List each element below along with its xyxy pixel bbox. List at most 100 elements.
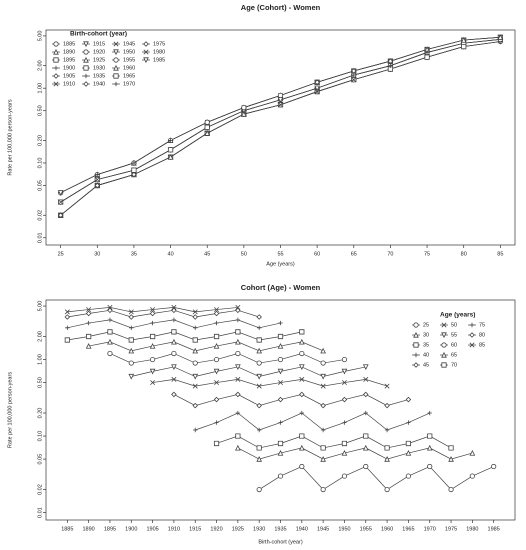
x-tick-label: 60 <box>314 251 320 257</box>
point <box>192 373 199 380</box>
point <box>129 325 134 330</box>
point <box>235 444 241 451</box>
series-line <box>170 41 501 158</box>
x-axis-label: Age (years) <box>266 261 295 267</box>
point <box>384 427 390 433</box>
legend-label: 65 <box>451 352 457 358</box>
point <box>298 444 305 451</box>
point <box>363 391 369 398</box>
y-tick-label: 0.01 <box>37 507 43 518</box>
chart-title: Age (Cohort) - Women <box>241 3 321 12</box>
x-tick-label: 1885 <box>61 526 73 532</box>
point <box>405 473 412 479</box>
point <box>235 410 241 416</box>
point <box>256 427 262 433</box>
point <box>363 433 369 439</box>
point <box>256 373 263 380</box>
legend-label: 1895 <box>63 57 75 63</box>
point <box>241 105 247 111</box>
point <box>192 402 198 409</box>
x-tick-label: 55 <box>277 251 283 257</box>
point <box>149 333 156 340</box>
x-tick-label: 1925 <box>232 526 244 532</box>
legend-marker <box>113 49 119 56</box>
series-line <box>173 394 409 406</box>
point <box>427 463 433 470</box>
point <box>235 304 241 310</box>
point <box>214 380 220 386</box>
point <box>277 440 284 447</box>
point <box>235 364 241 371</box>
x-tick-label: 25 <box>58 251 64 257</box>
point <box>204 130 211 136</box>
legend-label: 1960 <box>123 65 135 71</box>
point <box>86 307 92 313</box>
x-tick-label: 1920 <box>210 526 222 532</box>
series-line <box>216 435 452 449</box>
x-tick-label: 50 <box>241 251 247 257</box>
legend-label: 1955 <box>123 57 135 63</box>
series-line <box>133 38 501 171</box>
legend-marker <box>441 362 447 368</box>
point <box>95 172 100 177</box>
x-tick-label: 80 <box>461 251 467 257</box>
series-line <box>60 60 391 194</box>
point <box>448 486 454 493</box>
point <box>64 337 70 343</box>
legend-title: Age (years) <box>440 312 475 319</box>
point <box>192 337 198 343</box>
point <box>171 329 177 335</box>
point <box>107 338 113 345</box>
point <box>235 329 241 335</box>
point <box>107 307 113 314</box>
legend-label: 1965 <box>123 73 135 79</box>
point <box>107 317 113 323</box>
y-tick-label: 0.05 <box>37 454 43 465</box>
legend-marker <box>413 362 419 368</box>
point <box>107 329 113 335</box>
series-line <box>280 41 501 106</box>
x-tick-label: 1950 <box>338 526 350 532</box>
point <box>277 449 284 456</box>
series-line <box>60 179 98 203</box>
point <box>497 34 504 40</box>
point <box>388 63 393 68</box>
x-tick-label: 35 <box>131 251 137 257</box>
y-tick-label: 1.00 <box>37 83 43 94</box>
legend-label: 1910 <box>63 81 75 87</box>
legend-label: 25 <box>423 322 429 328</box>
x-tick-label: 1930 <box>253 526 265 532</box>
point <box>277 473 284 479</box>
point <box>363 376 369 382</box>
point <box>384 486 390 493</box>
point <box>448 456 454 462</box>
point <box>341 396 348 403</box>
point <box>277 368 284 375</box>
point <box>256 337 262 343</box>
point <box>320 360 326 366</box>
legend-label: 1915 <box>93 41 105 47</box>
point <box>427 410 432 416</box>
y-tick-label: 0.20 <box>37 135 43 146</box>
x-axis-label: Birth-cohort (year) <box>258 539 302 545</box>
point <box>235 317 241 323</box>
point <box>299 350 305 357</box>
point <box>341 449 348 456</box>
point <box>341 440 348 447</box>
series-line <box>109 353 345 364</box>
point <box>406 420 411 425</box>
x-tick-label: 1900 <box>125 526 137 532</box>
legend-label: 85 <box>479 342 485 348</box>
y-tick-label: 0.50 <box>37 377 43 388</box>
x-tick-label: 45 <box>204 251 210 257</box>
y-tick-label: 0.50 <box>37 105 43 116</box>
legend-marker <box>53 48 59 55</box>
point <box>277 356 284 363</box>
legend-marker <box>113 57 119 63</box>
series-line <box>60 113 245 216</box>
point <box>469 473 475 479</box>
point <box>64 314 71 320</box>
point <box>214 420 219 425</box>
y-tick-label: 5.00 <box>37 31 43 42</box>
point <box>342 420 347 425</box>
